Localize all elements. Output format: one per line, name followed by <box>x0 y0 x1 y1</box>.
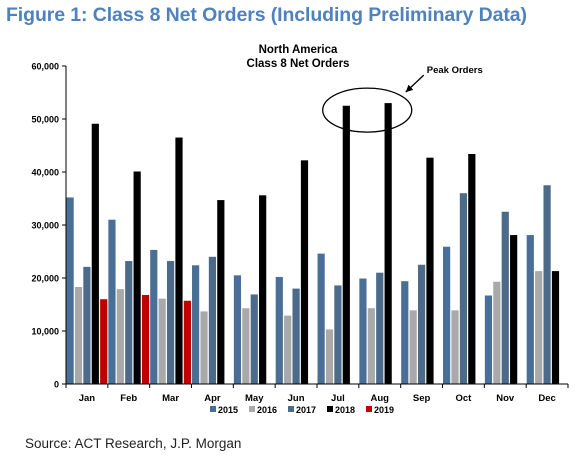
y-tick-label: 60,000 <box>31 62 59 72</box>
bar-2019-feb <box>141 294 150 384</box>
bar-2018-jan <box>91 123 99 385</box>
legend-swatch-2015 <box>210 406 216 412</box>
bar-2016-jul <box>325 329 334 384</box>
bar-2016-aug <box>367 308 375 384</box>
legend-label-2017: 2017 <box>296 405 316 415</box>
legend-swatch-2019 <box>366 406 372 412</box>
x-tick-label: Mar <box>162 393 179 404</box>
bar-2016-nov <box>493 281 501 384</box>
bar-2015-apr <box>192 265 200 384</box>
x-tick-label: Sep <box>413 393 431 404</box>
x-tick-label: Feb <box>120 393 137 404</box>
bar-2017-aug <box>376 272 384 384</box>
bar-2018-mar <box>175 137 183 384</box>
peak-annotation: Peak Orders <box>322 65 483 133</box>
peak-arrow-head <box>405 84 414 93</box>
y-tick-label: 0 <box>54 380 59 390</box>
bar-2018-jun <box>300 160 309 384</box>
bar-2015-aug <box>359 278 367 384</box>
x-tick-label: Dec <box>538 393 555 404</box>
bar-2015-nov <box>484 295 493 384</box>
bar-2019-mar <box>183 300 191 384</box>
y-tick-label: 30,000 <box>31 221 59 231</box>
bar-2015-oct <box>443 246 451 384</box>
bar-2015-may <box>233 275 242 384</box>
bar-2018-sep <box>426 157 434 384</box>
legend-swatch-2017 <box>288 406 294 412</box>
bar-2016-may <box>242 308 250 384</box>
x-tick-label: Apr <box>204 393 221 404</box>
bar-2016-jun <box>284 315 292 384</box>
bar-2018-jul <box>342 105 350 384</box>
bar-2015-jan <box>66 197 74 384</box>
axes <box>65 66 568 385</box>
legend-label-2016: 2016 <box>257 405 277 415</box>
x-tick-label: Jun <box>288 393 305 404</box>
legend: 2015 2016 2017 2018 2019 <box>210 405 394 415</box>
x-tick-label: Jan <box>79 393 96 404</box>
y-tick-label: 10,000 <box>31 327 59 337</box>
x-tick-label: Oct <box>455 393 472 404</box>
bar-2018-aug <box>384 103 392 384</box>
bar-2017-sep <box>417 264 426 384</box>
bar-2018-may <box>259 195 267 384</box>
bar-2015-mar <box>150 249 158 384</box>
legend-swatch-2018 <box>327 406 333 412</box>
legend-label-2019: 2019 <box>374 405 394 415</box>
bar-2016-jan <box>74 287 83 384</box>
x-tick-label: Jul <box>331 393 345 404</box>
bar-2016-dec <box>535 271 543 384</box>
y-tick-label: 20,000 <box>31 274 59 284</box>
bar-2015-dec <box>526 235 534 384</box>
peak-ellipse <box>322 87 413 133</box>
bar-2018-oct <box>468 153 476 384</box>
bar-2017-feb <box>125 261 133 384</box>
bar-2016-mar <box>158 298 166 384</box>
bar-2015-sep <box>401 281 409 384</box>
bar-2018-nov <box>510 235 518 384</box>
bar-2017-jan <box>83 266 91 384</box>
bar-2017-jul <box>334 285 342 384</box>
bar-2015-jul <box>317 253 325 384</box>
y-tick-label: 50,000 <box>31 115 59 125</box>
bar-2017-apr <box>208 256 217 384</box>
x-axis-labels: Jan Feb Mar Apr May Jun Jul Aug Sep Oct Nov Dec <box>65 384 569 404</box>
bar-2017-nov <box>501 211 509 384</box>
x-tick-label: Nov <box>496 393 515 404</box>
bar-2019-jan <box>100 299 108 384</box>
bar-2018-dec <box>551 271 560 384</box>
bar-2018-apr <box>217 200 225 384</box>
bar-2016-feb <box>116 289 124 384</box>
peak-label: Peak Orders <box>427 65 483 76</box>
legend-label-2018: 2018 <box>335 405 355 415</box>
bar-2016-oct <box>451 310 459 384</box>
legend-label-2015: 2015 <box>218 405 238 415</box>
x-tick-label: Aug <box>371 393 390 404</box>
bar-2016-sep <box>409 310 417 384</box>
bar-2017-oct <box>459 193 468 384</box>
bar-2018-feb <box>133 171 141 384</box>
y-tick-label: 40,000 <box>31 168 59 178</box>
bar-2015-feb <box>108 219 116 384</box>
chart-title: North America <box>259 44 338 56</box>
source-note: Source: ACT Research, J.P. Morgan <box>25 436 242 451</box>
bar-series <box>66 103 560 385</box>
bar-2015-jun <box>275 276 283 384</box>
bar-2017-jun <box>292 288 300 384</box>
y-axis-ticks: 0 10,000 20,000 30,000 40,000 50,000 60,000 <box>31 62 66 390</box>
x-tick-label: May <box>245 393 264 404</box>
bar-2016-apr <box>200 311 208 384</box>
figure-title: Figure 1: Class 8 Net Orders (Including … <box>6 4 527 26</box>
chart-subtitle: Class 8 Net Orders <box>247 58 350 70</box>
bar-2017-may <box>250 294 258 384</box>
bar-2017-mar <box>166 261 175 384</box>
bar-2017-dec <box>543 185 551 384</box>
legend-swatch-2016 <box>249 406 255 412</box>
